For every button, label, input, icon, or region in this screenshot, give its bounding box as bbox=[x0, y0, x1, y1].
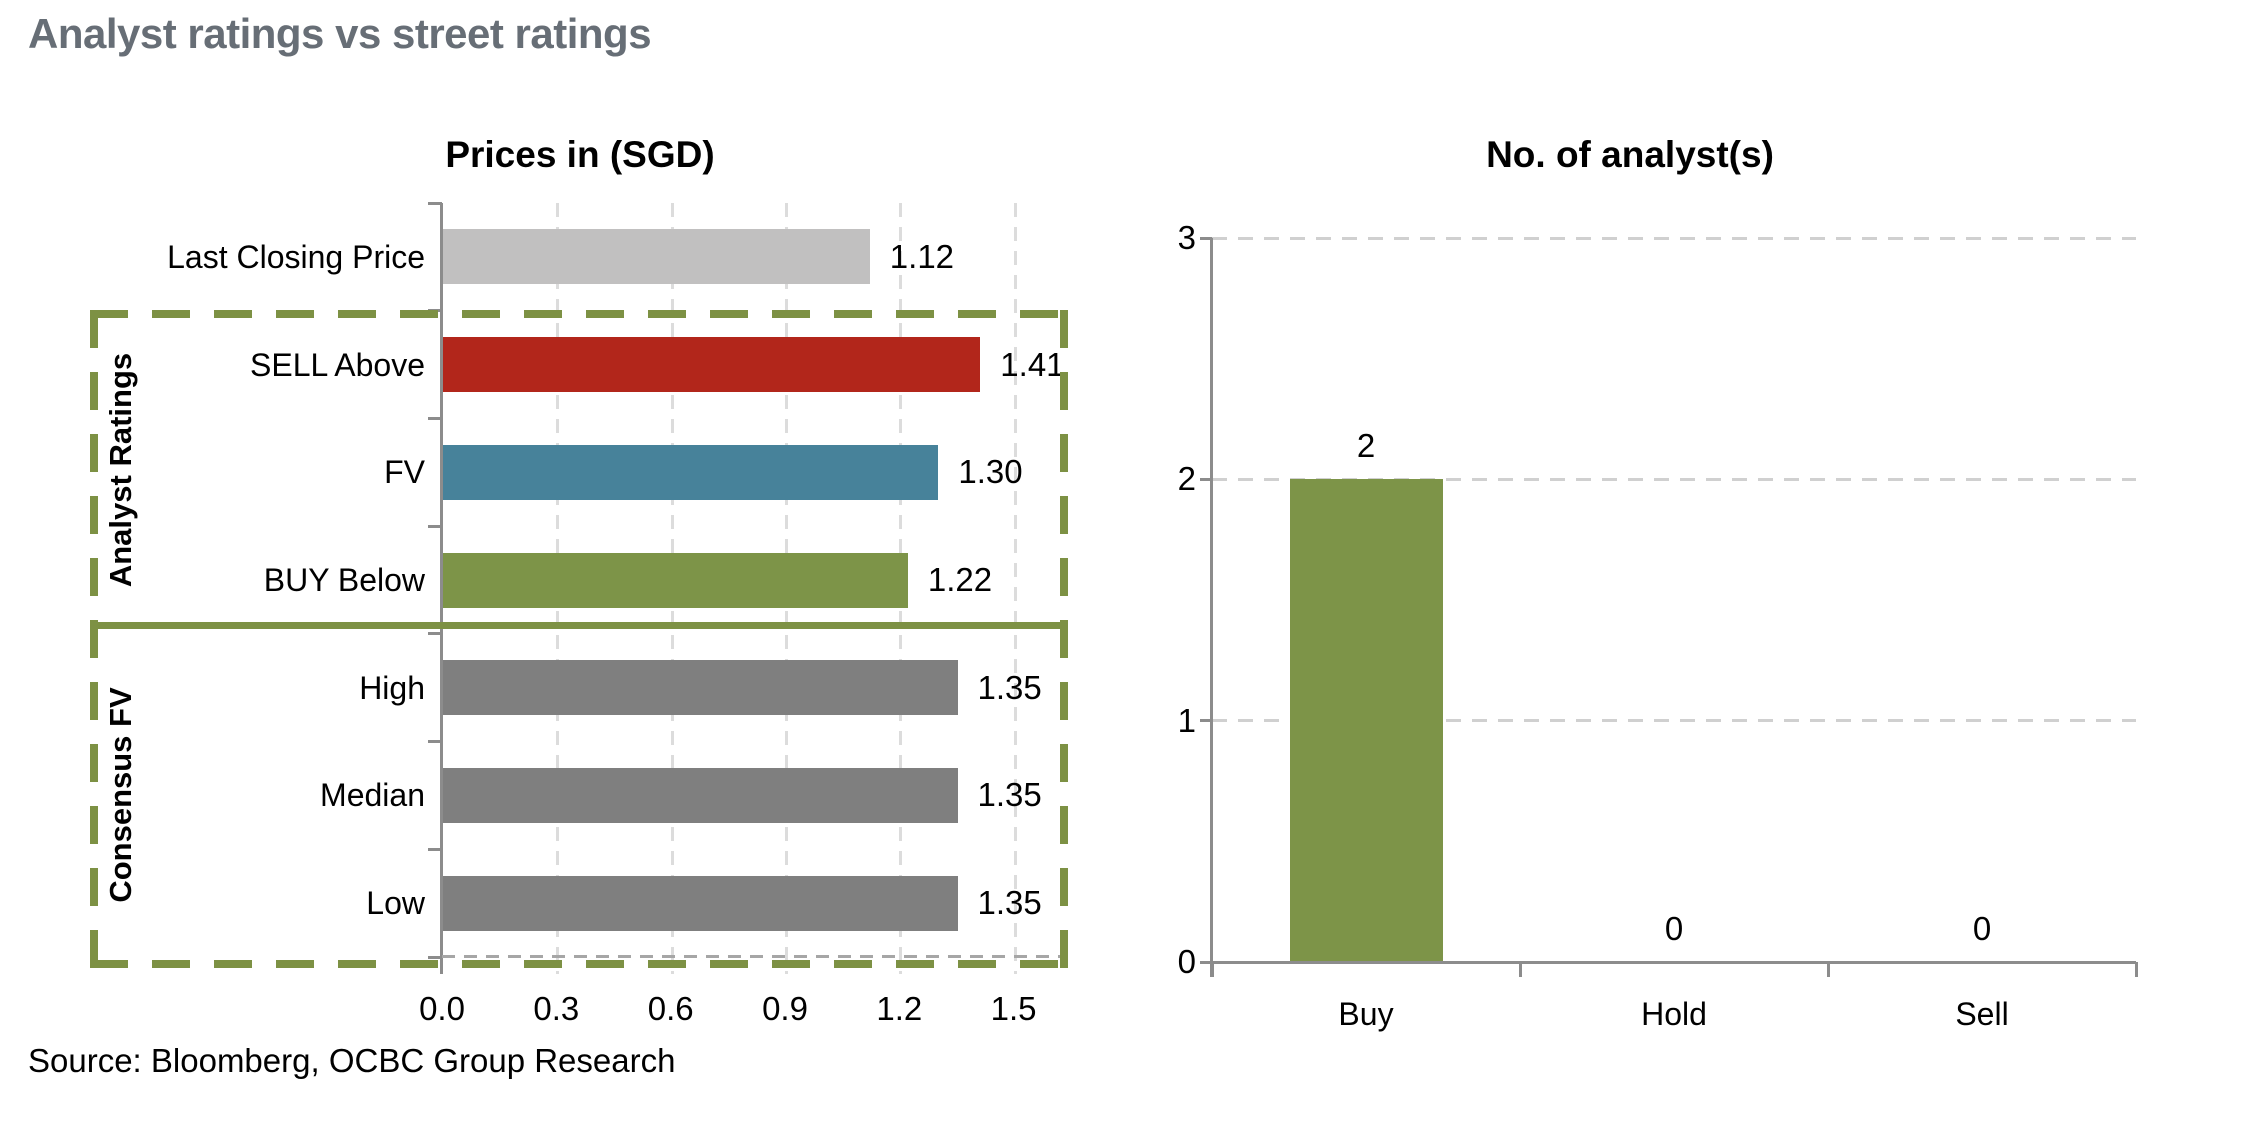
gridline-y-1 bbox=[1212, 719, 2136, 723]
group-divider-line bbox=[90, 622, 1068, 629]
x-axis-tick bbox=[2134, 962, 2138, 977]
gridline-y-2 bbox=[1212, 477, 2136, 481]
gridline-y-3 bbox=[1212, 236, 2136, 240]
x-axis-tick bbox=[1826, 962, 1830, 977]
value-label: 0 bbox=[1664, 910, 1684, 947]
x-tick-label: 0.6 bbox=[647, 990, 694, 1027]
y-tick-label: 2 bbox=[1177, 460, 1196, 498]
left-chart-title: Prices in (SGD) bbox=[445, 134, 715, 175]
y-axis-tick bbox=[1200, 960, 1212, 964]
x-tick-label: 1.5 bbox=[990, 990, 1037, 1027]
x-tick-label: 0.3 bbox=[533, 990, 580, 1027]
category-label: Buy bbox=[1338, 996, 1394, 1032]
category-label: Last Closing Price bbox=[167, 238, 425, 275]
y-axis-tick bbox=[1200, 719, 1212, 723]
right-chart-x-axis bbox=[1212, 961, 2136, 964]
right-chart-y-axis bbox=[1210, 238, 1213, 977]
y-tick-label: 0 bbox=[1177, 943, 1196, 980]
y-axis-tick bbox=[428, 201, 442, 205]
x-tick-label: 0.0 bbox=[419, 990, 465, 1027]
x-tick-label: 0.9 bbox=[762, 990, 808, 1027]
value-label: 1.12 bbox=[889, 237, 955, 275]
right-chart-title: No. of analyst(s) bbox=[1486, 134, 1774, 175]
analysts-chart: 0 1 2 3 2 Buy 0 Hold 0 Sell bbox=[1130, 0, 2254, 1136]
y-axis-tick bbox=[1200, 477, 1212, 481]
category-label: Hold bbox=[1641, 996, 1707, 1032]
bar-last-closing-price bbox=[443, 229, 870, 285]
x-tick-label: 1.2 bbox=[876, 990, 923, 1027]
consensus-fv-group-label: Consensus FV bbox=[103, 687, 138, 903]
bar-buy bbox=[1289, 479, 1443, 961]
value-label: 2 bbox=[1356, 427, 1376, 465]
y-tick-label: 1 bbox=[1177, 701, 1196, 739]
y-tick-label: 3 bbox=[1177, 219, 1196, 256]
x-axis-tick bbox=[1210, 962, 1214, 977]
value-label: 0 bbox=[1972, 910, 1992, 947]
page-title: Analyst ratings vs street ratings bbox=[28, 10, 652, 57]
source-note: Source: Bloomberg, OCBC Group Research bbox=[28, 1042, 676, 1079]
y-axis-tick bbox=[1200, 236, 1212, 240]
category-label: Sell bbox=[1955, 996, 2009, 1032]
ratings-group-outline bbox=[90, 310, 1068, 968]
x-axis-tick bbox=[1518, 962, 1522, 977]
